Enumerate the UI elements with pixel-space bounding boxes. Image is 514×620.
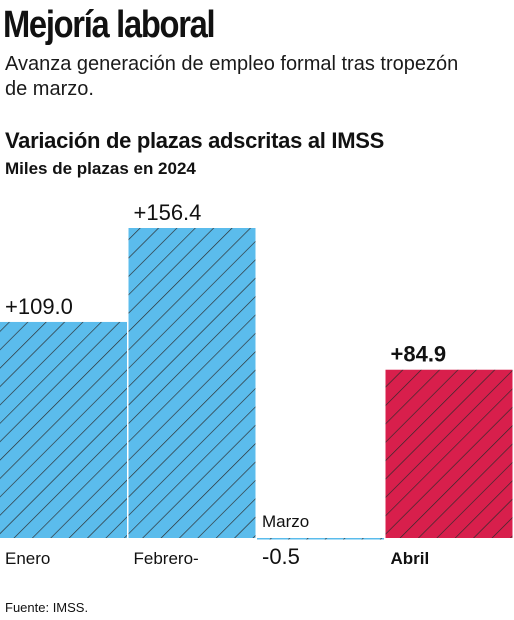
category-label-febrero: Febrero- [134,549,199,568]
category-label-enero: Enero [5,549,50,568]
source-note: Fuente: IMSS. [5,600,89,615]
category-label-abril: Abril [391,549,430,568]
value-label-febrero: +156.4 [134,200,202,225]
bar-marzo [257,538,384,540]
bar-enero [0,321,127,538]
bar-febrero [128,228,256,538]
chart-title: Variación de plazas adscritas al IMSS [5,128,384,153]
subhead: Avanza generación de empleo formal tras … [5,53,459,100]
value-label-marzo: -0.5 [262,544,300,569]
category-label-marzo: Marzo [262,512,309,531]
value-label-enero: +109.0 [5,294,73,319]
bar-chart: +109.0 Enero +156.4 Febrero- -0.5 Marzo +84.9 A… [0,200,513,569]
chart-subtitle: Miles de plazas en 2024 [5,159,196,178]
bar-abril [385,369,513,538]
headline: Mejoría laboral [3,4,216,46]
value-label-abril: +84.9 [391,342,447,367]
